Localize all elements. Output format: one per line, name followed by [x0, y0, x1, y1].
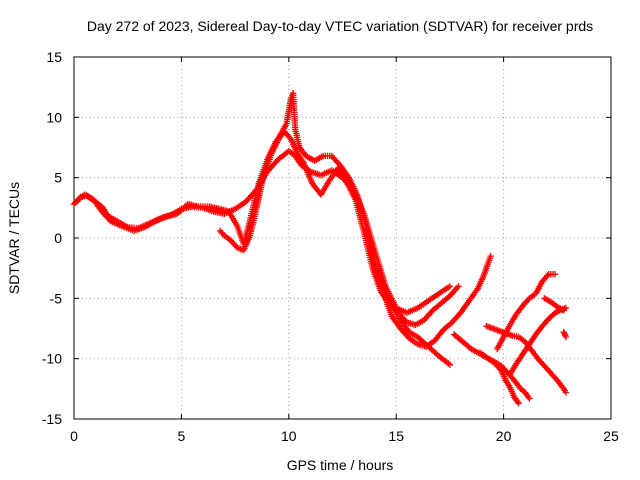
grid	[74, 57, 611, 419]
series-track-9	[506, 304, 570, 378]
x-tick-label: 5	[178, 428, 186, 444]
data-point-marker	[526, 395, 533, 402]
x-tick-label: 20	[496, 428, 512, 444]
data-point-marker	[447, 320, 454, 327]
y-tick-label: 10	[46, 109, 62, 125]
y-axis-label: SDTVAR / TECUs	[6, 182, 22, 294]
series-line	[496, 273, 556, 350]
data-point-marker	[446, 361, 454, 368]
series-track-7	[494, 271, 559, 353]
y-tick-label: 5	[54, 170, 62, 186]
data-point-marker	[552, 271, 559, 278]
data-point-marker	[455, 283, 462, 290]
chart-title: Day 272 of 2023, Sidereal Day-to-day VTE…	[87, 18, 593, 34]
y-tick-label: -5	[50, 290, 63, 306]
series	[70, 90, 570, 407]
x-axis-label: GPS time / hours	[287, 457, 394, 473]
series-track-8	[483, 322, 570, 396]
data-point-marker	[487, 252, 494, 260]
axis-ticks: 0 5 10 15 20 25 -15 -10 -5 0 5 10 15	[42, 49, 619, 444]
series-track-4	[362, 225, 494, 350]
data-point-marker	[560, 307, 567, 314]
data-point-marker	[562, 333, 570, 341]
y-tick-label: 0	[54, 230, 62, 246]
data-point-marker	[446, 283, 454, 290]
series-track-11	[560, 328, 570, 341]
y-tick-label: -15	[42, 411, 62, 427]
data-point-marker	[515, 400, 522, 407]
series-track-5	[451, 331, 522, 407]
data-point-marker	[445, 293, 452, 301]
x-tick-label: 10	[281, 428, 297, 444]
data-point-marker	[544, 272, 551, 279]
series-track-2	[72, 128, 462, 329]
data-point-marker	[562, 389, 570, 396]
series-line	[509, 307, 567, 375]
x-tick-label: 15	[388, 428, 404, 444]
x-tick-label: 25	[603, 428, 619, 444]
y-tick-label: -10	[42, 351, 62, 367]
y-tick-label: 15	[46, 49, 62, 65]
series-line	[486, 325, 567, 393]
x-tick-label: 0	[70, 428, 78, 444]
series-track-10	[541, 295, 567, 314]
